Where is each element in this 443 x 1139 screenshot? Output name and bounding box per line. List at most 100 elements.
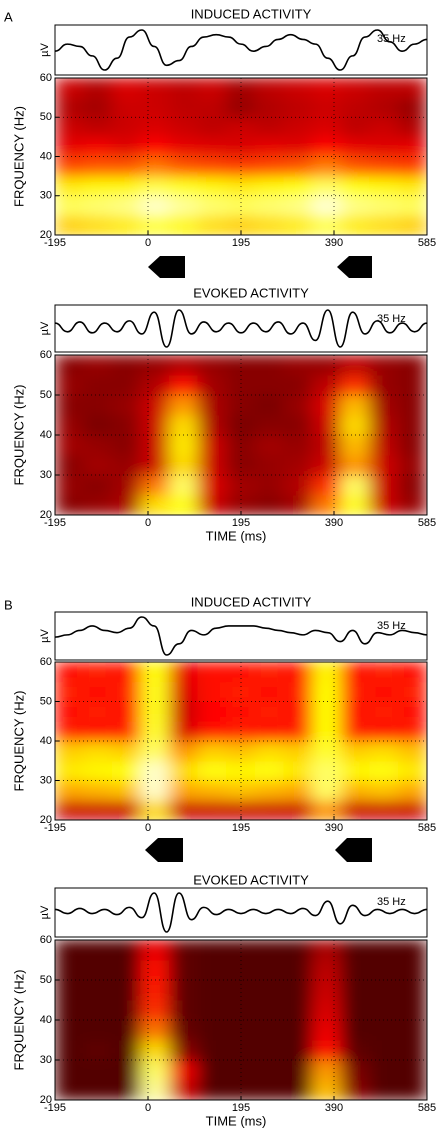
heatmap-cell [254,355,285,376]
heatmap-cell [111,940,142,961]
y-tick-label: 60 [40,656,52,668]
heatmap-cell [197,979,228,1001]
panel-label: A [4,9,13,24]
heatmap-cell [197,156,228,177]
heatmap-cell [55,156,85,177]
heatmap-cell [55,414,85,436]
waveform-frame [54,304,428,353]
x-tick-label: -195 [44,237,66,249]
heatmap-cell [226,999,256,1021]
heatmap-cell [111,97,142,118]
heatmap-cell [226,175,256,197]
heatmap-cell [283,701,314,722]
heatmap-cell [283,1079,314,1100]
heatmap-cell [226,720,256,742]
x-tick-label: -195 [44,517,66,529]
heatmap-cell [283,959,314,981]
heatmap-cell [140,760,170,781]
heatmap-cell [397,959,427,981]
y-tick-label: 40 [40,735,52,747]
heatmap-cell [340,799,371,820]
heatmap-cell [340,136,371,157]
heatmap-cell [140,175,170,197]
heatmap-cell [254,959,285,981]
heatmap-cell [55,979,85,1001]
heatmap-cell [397,116,427,138]
heatmap-cell [312,681,342,702]
heatmap-cell [369,454,399,476]
heatmap-cell [168,1039,199,1061]
heatmap-cell [369,116,399,138]
heatmap-cell [283,355,314,376]
chart-title: INDUCED ACTIVITY [191,6,312,21]
heatmap-cell [83,474,113,496]
heatmap-cell [254,97,285,118]
heatmap-cell [111,1059,142,1081]
y-tick-label: 20 [40,1094,52,1106]
heatmap-cell [369,434,399,456]
heatmap-cell [55,355,85,376]
heatmap-cell [55,136,85,157]
heatmap-cell [369,999,399,1021]
heatmap-cell [55,1019,85,1041]
heatmap-cell [140,97,170,118]
heatmap-cell [254,156,285,177]
heatmap-cell [226,959,256,981]
heatmap-cell [111,355,142,376]
heatmap-cell [397,78,427,99]
heatmap-cell [397,799,427,820]
heatmap-cell [111,175,142,197]
heatmap-cell [340,681,371,702]
heatmap-cell [168,136,199,157]
heatmap-cell [369,214,399,235]
heatmap-cell [226,662,256,683]
waveform-frame [54,611,428,661]
heatmap-cell [83,740,113,762]
heatmap-cell [83,156,113,177]
heatmap-cell [254,414,285,436]
heatmap-cell [226,799,256,820]
heatmap-cell [140,355,170,376]
x-tick-label: 0 [145,1102,151,1114]
heatmap-cell [83,979,113,1001]
heatmap-cell [312,1059,342,1081]
heatmap-cell [55,940,85,961]
heatmap-cell [369,760,399,781]
heatmap-cell [312,78,342,99]
heatmap-cell [283,999,314,1021]
y-axis-label: FRQUENCY (Hz) [11,691,26,792]
heatmap-cell [140,662,170,683]
y-tick-label: 50 [40,389,52,401]
stimulus-arrow [337,256,372,278]
heatmap-cell [369,940,399,961]
heatmap-cell [83,701,113,722]
wave-annotation: 35 Hz [377,620,406,632]
y-tick-label: 50 [40,695,52,707]
y-tick-label: 20 [40,229,52,241]
y-tick-label: 30 [40,469,52,481]
heatmap-cell [369,1059,399,1081]
wave-annotation: 35 Hz [377,33,406,45]
heatmap-cell [312,434,342,456]
heatmap-cell [226,940,256,961]
heatmap-cell [83,175,113,197]
heatmap-cell [83,355,113,376]
heatmap-cell [340,662,371,683]
heatmap-cell [340,720,371,742]
heatmap-cell [226,97,256,118]
heatmap-cell [369,474,399,496]
heatmap-cell [140,979,170,1001]
heatmap-cell [168,454,199,476]
x-tick-label: 390 [325,822,343,834]
heatmap-cell [226,454,256,476]
heatmap-cell [226,1019,256,1041]
heatmap-cell [312,1039,342,1061]
heatmap-cell [254,78,285,99]
heatmap-cell [312,701,342,722]
heatmap-cell [397,156,427,177]
heatmap-cell [83,1019,113,1041]
heatmap-cell [283,740,314,762]
y-tick-label: 40 [40,1014,52,1026]
heatmap-cell [111,434,142,456]
heatmap-cell [397,940,427,961]
